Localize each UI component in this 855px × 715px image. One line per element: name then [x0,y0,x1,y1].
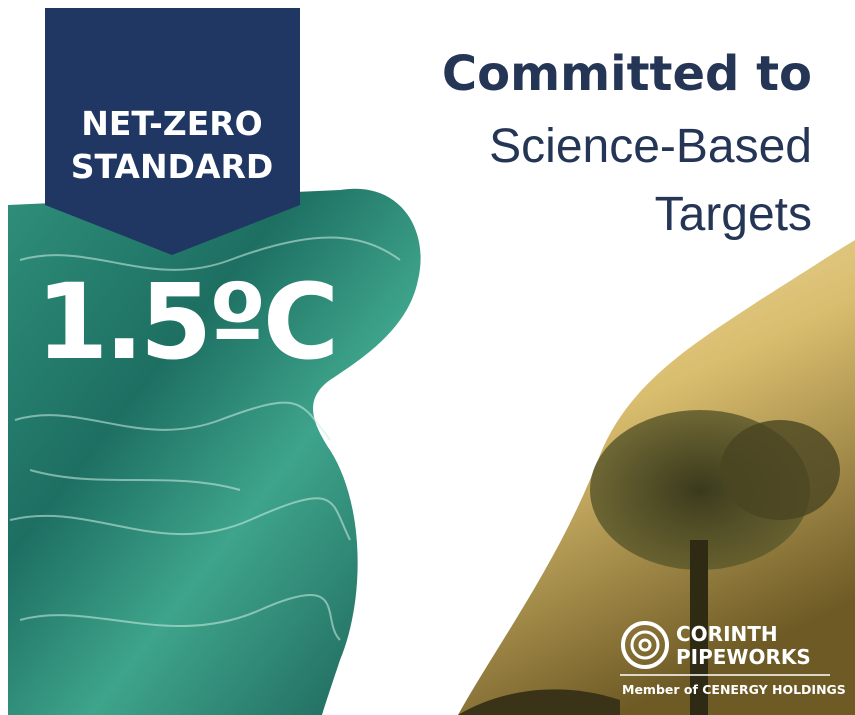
page: NET-ZERO STANDARD 1.5ºC Committed to Sci… [0,0,855,715]
logo-text: PIPEWORKS [676,645,811,669]
headline-bold: Committed to [442,46,812,102]
headline-line: Science-Based [489,120,812,173]
logo-text: CORINTH [676,622,778,646]
banner: NET-ZERO STANDARD 1.5ºC Committed to Sci… [0,0,855,715]
temperature: 1.5ºC [36,261,335,383]
logo-tagline: Member of CENERGY HOLDINGS [622,682,846,697]
headline-line: Targets [655,188,812,241]
badge-line: STANDARD [71,147,274,186]
badge-line: NET-ZERO [81,104,262,143]
